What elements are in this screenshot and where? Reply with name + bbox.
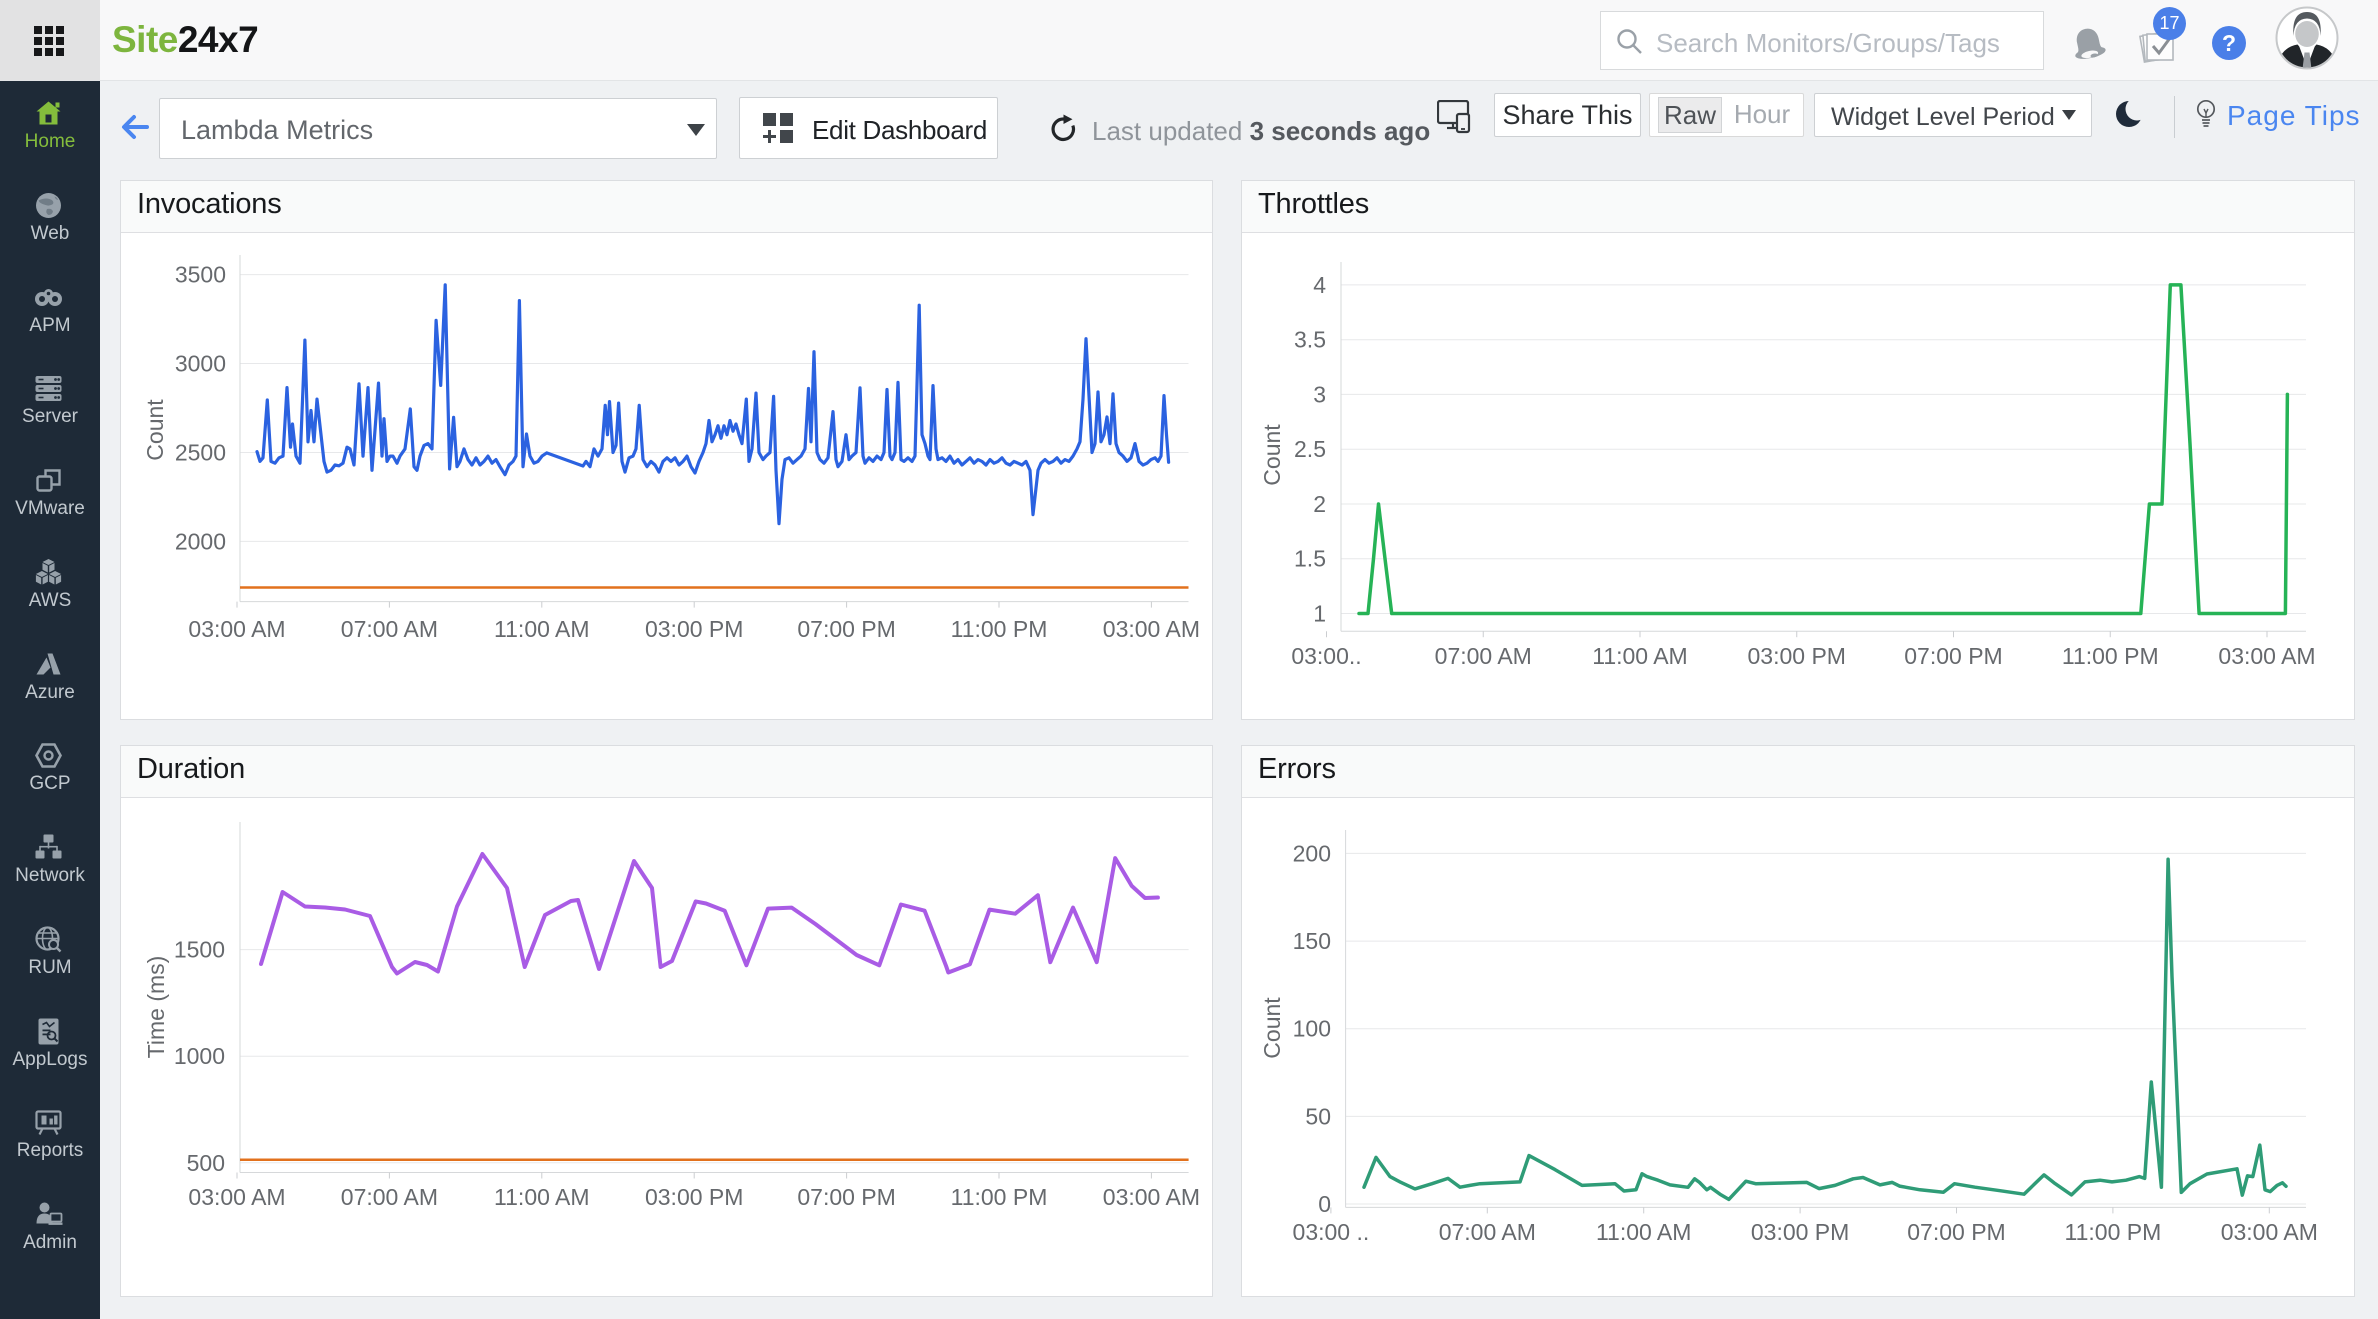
svg-text:03:00 ..: 03:00 .. xyxy=(1293,1219,1370,1245)
svg-text:2.5: 2.5 xyxy=(1294,436,1326,462)
svg-text:03:00 PM: 03:00 PM xyxy=(1748,643,1846,669)
svg-text:03:00 PM: 03:00 PM xyxy=(645,1184,743,1210)
svg-text:07:00 PM: 07:00 PM xyxy=(797,616,895,642)
svg-text:0: 0 xyxy=(1318,1191,1331,1217)
svg-text:Count: Count xyxy=(1259,997,1285,1059)
svg-text:03:00 AM: 03:00 AM xyxy=(2221,1219,2318,1245)
svg-text:3500: 3500 xyxy=(175,262,226,288)
svg-text:2: 2 xyxy=(1313,491,1326,517)
svg-text:07:00 PM: 07:00 PM xyxy=(1904,643,2002,669)
svg-text:3000: 3000 xyxy=(175,351,226,377)
svg-text:2500: 2500 xyxy=(175,440,226,466)
svg-text:3: 3 xyxy=(1313,381,1326,407)
svg-text:50: 50 xyxy=(1305,1103,1331,1129)
svg-text:11:00 AM: 11:00 AM xyxy=(1592,643,1687,669)
svg-text:07:00 PM: 07:00 PM xyxy=(1907,1219,2005,1245)
svg-text:11:00 AM: 11:00 AM xyxy=(494,616,589,642)
svg-text:1: 1 xyxy=(1313,601,1326,627)
svg-text:07:00 AM: 07:00 AM xyxy=(1435,643,1532,669)
svg-text:150: 150 xyxy=(1293,928,1331,954)
svg-text:03:00 AM: 03:00 AM xyxy=(1103,616,1200,642)
svg-text:03:00 PM: 03:00 PM xyxy=(645,616,743,642)
svg-text:11:00 PM: 11:00 PM xyxy=(951,1184,1048,1210)
svg-text:07:00 AM: 07:00 AM xyxy=(341,1184,438,1210)
svg-text:Count: Count xyxy=(1259,424,1285,486)
svg-text:03:00 AM: 03:00 AM xyxy=(188,1184,285,1210)
svg-text:03:00 AM: 03:00 AM xyxy=(1103,1184,1200,1210)
svg-text:3.5: 3.5 xyxy=(1294,327,1326,353)
svg-text:500: 500 xyxy=(187,1150,225,1176)
svg-text:11:00 AM: 11:00 AM xyxy=(494,1184,589,1210)
svg-text:100: 100 xyxy=(1293,1016,1331,1042)
svg-text:03:00 AM: 03:00 AM xyxy=(188,616,285,642)
svg-text:1.5: 1.5 xyxy=(1294,546,1326,572)
svg-text:4: 4 xyxy=(1313,272,1326,298)
svg-text:07:00 PM: 07:00 PM xyxy=(797,1184,895,1210)
svg-text:11:00 PM: 11:00 PM xyxy=(951,616,1048,642)
svg-text:03:00 AM: 03:00 AM xyxy=(2218,643,2315,669)
svg-text:11:00 PM: 11:00 PM xyxy=(2062,643,2159,669)
svg-text:07:00 AM: 07:00 AM xyxy=(1439,1219,1536,1245)
svg-text:11:00 AM: 11:00 AM xyxy=(1596,1219,1691,1245)
svg-text:03:00..: 03:00.. xyxy=(1291,643,1361,669)
svg-text:1500: 1500 xyxy=(174,937,225,963)
svg-text:Time (ms): Time (ms) xyxy=(143,956,169,1059)
svg-text:1000: 1000 xyxy=(174,1043,225,1069)
svg-text:11:00 PM: 11:00 PM xyxy=(2065,1219,2162,1245)
svg-text:2000: 2000 xyxy=(175,528,226,554)
svg-text:07:00 AM: 07:00 AM xyxy=(341,616,438,642)
svg-text:200: 200 xyxy=(1293,840,1331,866)
svg-text:Count: Count xyxy=(142,399,168,461)
svg-text:03:00 PM: 03:00 PM xyxy=(1751,1219,1849,1245)
